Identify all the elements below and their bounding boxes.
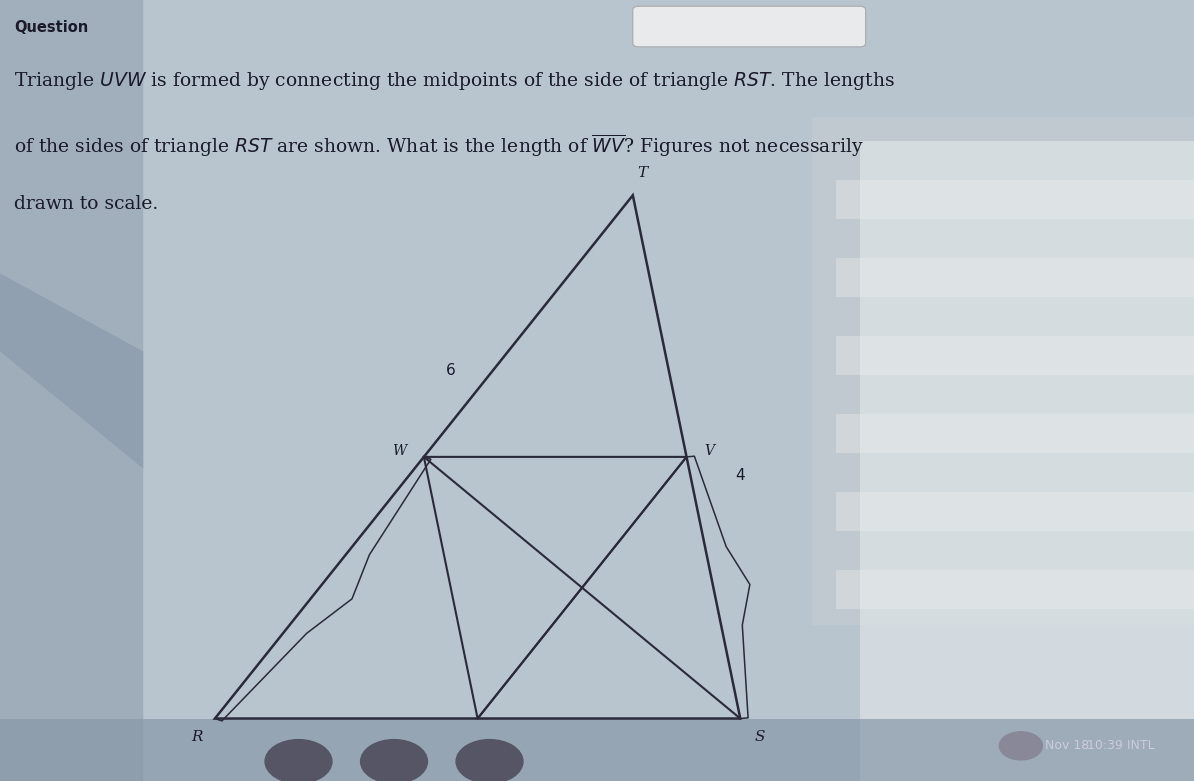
Text: R: R (191, 730, 203, 744)
Text: T: T (638, 166, 647, 180)
Polygon shape (0, 0, 143, 469)
Polygon shape (860, 141, 1194, 781)
Text: V: V (704, 444, 714, 458)
Text: 4: 4 (734, 468, 745, 483)
Polygon shape (812, 117, 1194, 625)
Polygon shape (836, 258, 1194, 297)
Circle shape (361, 740, 427, 781)
Circle shape (456, 740, 523, 781)
Circle shape (265, 740, 332, 781)
Text: Triangle $UVW$ is formed by connecting the midpoints of the side of triangle $RS: Triangle $UVW$ is formed by connecting t… (14, 70, 896, 92)
Bar (0, 719, 1194, 781)
Text: W: W (392, 444, 406, 458)
Polygon shape (836, 180, 1194, 219)
Circle shape (999, 732, 1042, 760)
FancyBboxPatch shape (633, 6, 866, 47)
Polygon shape (0, 273, 143, 781)
Polygon shape (836, 414, 1194, 453)
Polygon shape (836, 336, 1194, 375)
Polygon shape (836, 570, 1194, 609)
Text: 6: 6 (445, 363, 456, 378)
Text: 10:39 INTL: 10:39 INTL (1087, 740, 1155, 752)
Polygon shape (836, 492, 1194, 531)
Text: Question: Question (14, 20, 88, 34)
Text: S: S (755, 730, 765, 744)
Text: of the sides of triangle $RST$ are shown. What is the length of $\overline{WV}$?: of the sides of triangle $RST$ are shown… (14, 133, 864, 159)
Text: drawn to scale.: drawn to scale. (14, 195, 159, 213)
Text: Nov 18: Nov 18 (1045, 740, 1089, 752)
